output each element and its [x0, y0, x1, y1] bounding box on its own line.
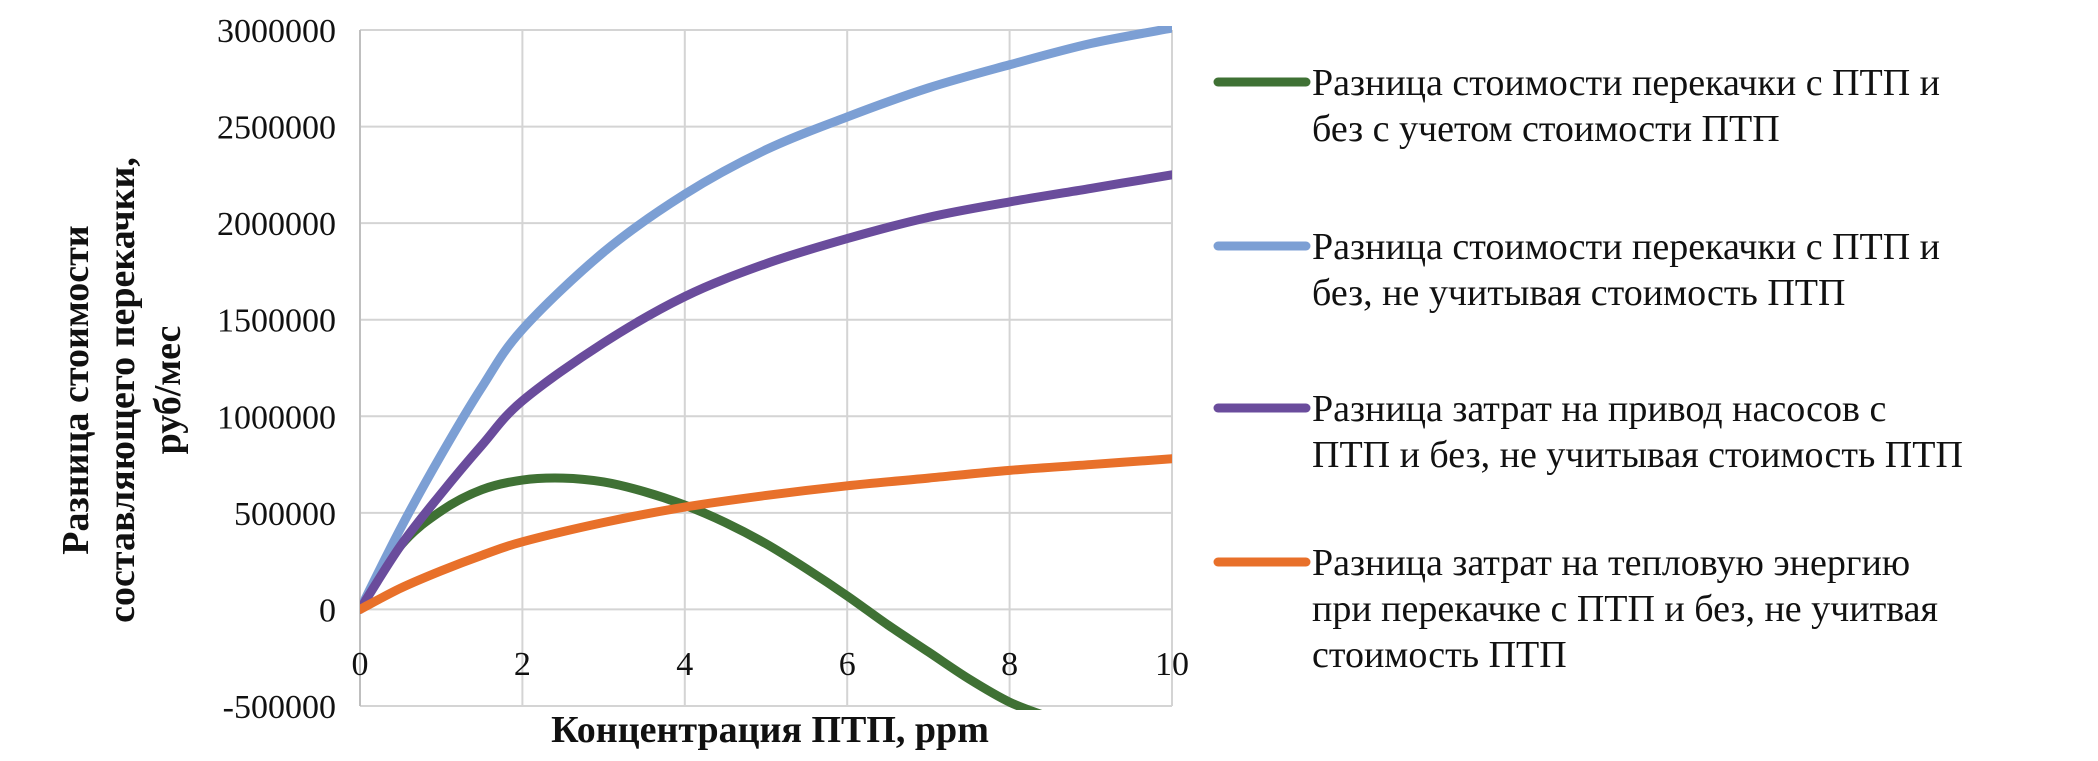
legend-label: при перекачке с ПТП и без, не учитвая — [1312, 588, 1938, 630]
x-tick-label: 4 — [676, 646, 693, 683]
legend-item-2: Разница стоимости перекачки с ПТП ибез, … — [1213, 226, 1940, 314]
x-tick-label: 8 — [1001, 646, 1018, 683]
legend-label: без с учетом стоимости ПТП — [1312, 108, 1780, 150]
y-axis-title-line: составляющего перекачки, — [101, 157, 143, 623]
series-line-3 — [360, 170, 1172, 614]
x-tick-label: 2 — [514, 646, 531, 683]
x-tick-label: 0 — [352, 646, 369, 683]
y-axis-title-line: Разница стоимости — [55, 225, 97, 554]
y-tick-label: 2500000 — [217, 110, 336, 147]
x-tick-label: 6 — [839, 646, 856, 683]
y-tick-label: 1000000 — [217, 399, 336, 436]
y-tick-label: 1500000 — [217, 303, 336, 340]
x-axis-title: Концентрация ПТП, ppm — [551, 709, 989, 751]
y-axis-title-line: руб/мес — [147, 326, 189, 455]
y-tick-label: 3000000 — [217, 13, 336, 50]
legend-label: Разница затрат на привод насосов с — [1312, 388, 1886, 430]
y-tick-label: 0 — [319, 592, 336, 629]
y-tick-label: -500000 — [223, 689, 336, 726]
y-axis-title: Разница стоимости составляющего перекачки… — [55, 157, 189, 623]
series-line-2 — [360, 26, 1172, 614]
y-tick-label: 2000000 — [217, 206, 336, 243]
legend-label: ПТП и без, не учитывая стоимость ПТП — [1312, 434, 1963, 476]
legend-label: стоимость ПТП — [1312, 634, 1567, 676]
tick-labels: 0 2 4 6 8 10 3000000 2500000 2000000 1500000 10000… — [217, 13, 1189, 726]
series-line-1 — [360, 473, 1043, 710]
x-tick-label: 10 — [1155, 646, 1189, 683]
legend-label: Разница стоимости перекачки с ПТП и — [1312, 62, 1940, 104]
legend-label: Разница затрат на тепловую энергию — [1312, 542, 1910, 584]
series-lines — [360, 26, 1172, 710]
legend-label: без, не учитывая стоимость ПТП — [1312, 272, 1845, 314]
grid-lines — [359, 29, 1173, 707]
legend-label: Разница стоимости перекачки с ПТП и — [1312, 226, 1940, 268]
y-tick-label: 500000 — [234, 496, 336, 533]
series-line-4 — [360, 454, 1172, 614]
